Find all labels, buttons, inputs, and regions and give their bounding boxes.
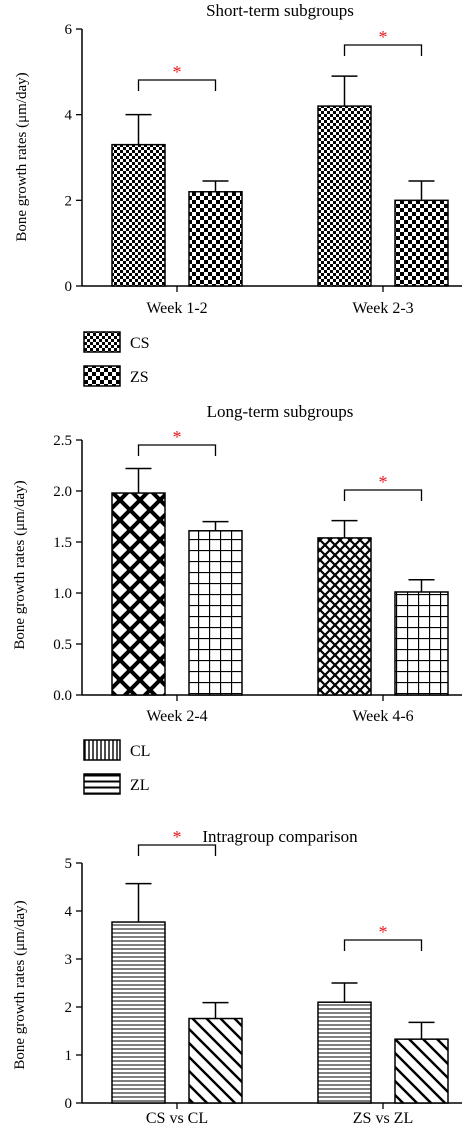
legend-swatch xyxy=(83,773,121,795)
bar xyxy=(111,921,166,1104)
panel-long-term: Long-term subgroups Bone growth rates (μ… xyxy=(12,402,462,795)
bar xyxy=(317,105,372,287)
bar xyxy=(188,530,243,696)
legend-label: ZS xyxy=(130,369,149,386)
significance-bracket xyxy=(137,844,217,856)
y-tick-label: 1.0 xyxy=(53,586,72,602)
x-tick-label: Week 4-6 xyxy=(352,708,413,725)
bar xyxy=(111,492,166,696)
y-tick-label: 2.5 xyxy=(53,433,72,449)
y-tick-label: 2 xyxy=(65,193,73,209)
plot-area: 0 1 2 3 4 5 CS vs CL * ZS vs ZL * xyxy=(65,827,462,1127)
significance-marker: * xyxy=(379,27,388,47)
significance-marker: * xyxy=(379,472,388,492)
legend-swatch xyxy=(83,331,121,353)
x-tick-label: Week 1-2 xyxy=(146,300,207,317)
y-tick-label: 6 xyxy=(65,22,73,38)
bar xyxy=(188,191,243,287)
y-tick-label: 4 xyxy=(65,108,73,124)
bar xyxy=(317,537,372,696)
x-tick-label: ZS vs ZL xyxy=(353,1110,413,1127)
y-tick-label: 4 xyxy=(65,904,73,920)
legend-label: CL xyxy=(130,743,150,760)
bar xyxy=(394,199,449,287)
significance-bracket xyxy=(343,489,423,501)
y-axis-label: Bone growth rates (μm/day) xyxy=(12,480,28,649)
chart-title: Intragroup comparison xyxy=(202,827,358,846)
legend-label: CS xyxy=(130,335,150,352)
significance-marker: * xyxy=(173,827,182,847)
chart-title: Long-term subgroups xyxy=(207,402,354,421)
significance-bracket xyxy=(137,79,217,91)
panel-intragroup: Intragroup comparison Bone growth rates … xyxy=(12,827,462,1127)
y-tick-label: 1.5 xyxy=(53,535,72,551)
significance-bracket xyxy=(137,444,217,456)
significance-marker: * xyxy=(379,922,388,942)
plot-area: 0.0 0.5 1.0 1.5 2.0 2.5 Week 2-4 * Week 4-6 * CL ZL xyxy=(53,427,462,795)
y-tick-label: 2 xyxy=(65,1000,73,1016)
y-axis-label: Bone growth rates (μm/day) xyxy=(14,72,30,241)
bar xyxy=(188,1017,243,1104)
bar xyxy=(394,591,449,696)
y-tick-label: 0 xyxy=(65,279,73,295)
x-tick-label: Week 2-3 xyxy=(352,300,413,317)
y-tick-label: 0.0 xyxy=(53,688,72,704)
bar xyxy=(111,143,166,287)
significance-marker: * xyxy=(173,62,182,82)
legend-swatch xyxy=(83,365,121,387)
y-tick-label: 1 xyxy=(65,1048,73,1064)
chart-title: Short-term subgroups xyxy=(206,1,354,20)
x-tick-label: Week 2-4 xyxy=(146,708,207,725)
panel-short-term: Short-term subgroups Bone growth rates (… xyxy=(14,1,462,387)
y-tick-label: 0.5 xyxy=(53,637,72,653)
significance-bracket xyxy=(343,939,423,951)
y-axis-label: Bone growth rates (μm/day) xyxy=(12,900,28,1069)
legend-label: ZL xyxy=(130,777,150,794)
y-tick-label: 5 xyxy=(65,856,73,872)
significance-marker: * xyxy=(173,427,182,447)
plot-area: 0 2 4 6 Week 1-2 * Week 2-3 * CS ZS xyxy=(65,22,462,387)
bar xyxy=(317,1001,372,1104)
bar xyxy=(394,1038,449,1104)
x-tick-label: CS vs CL xyxy=(146,1110,208,1127)
legend-swatch xyxy=(83,739,121,761)
y-tick-label: 2.0 xyxy=(53,484,72,500)
y-tick-label: 3 xyxy=(65,952,73,968)
y-tick-label: 0 xyxy=(65,1096,73,1112)
significance-bracket xyxy=(343,44,423,56)
